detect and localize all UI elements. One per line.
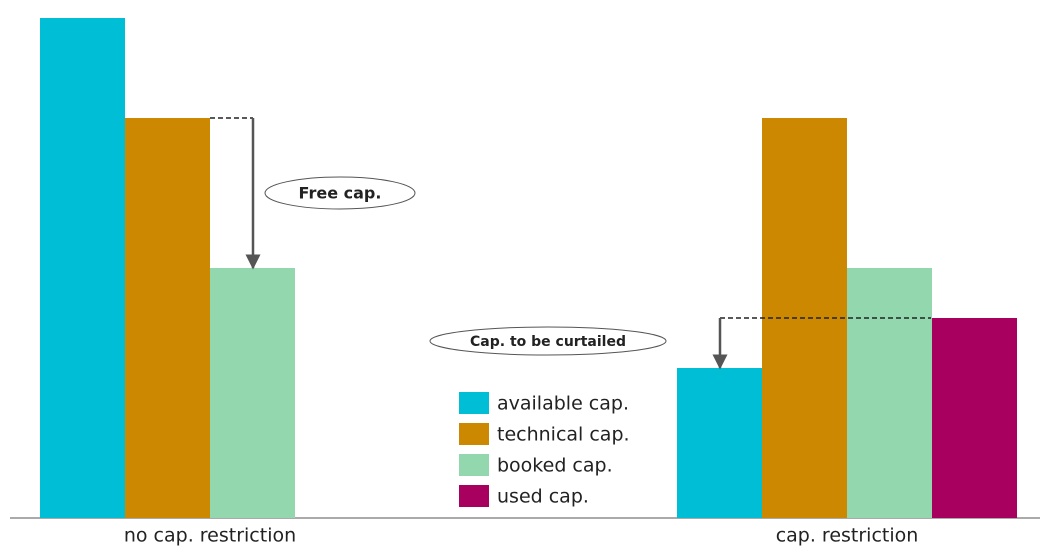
legend-label: booked cap. xyxy=(497,455,613,477)
legend-swatch xyxy=(459,423,489,445)
annotation: Cap. to be curtailed xyxy=(470,334,626,350)
legend-label: technical cap. xyxy=(497,424,630,446)
bar xyxy=(677,368,762,518)
legend-swatch xyxy=(459,454,489,476)
x-tick-label: no cap. restriction xyxy=(124,525,296,547)
legend-label: used cap. xyxy=(497,486,589,508)
annotation: Free cap. xyxy=(299,184,382,203)
bar xyxy=(125,118,210,518)
bar xyxy=(210,268,295,518)
bar xyxy=(847,268,932,518)
bar xyxy=(932,318,1017,518)
bar xyxy=(40,18,125,518)
legend-label: available cap. xyxy=(497,393,629,415)
legend-swatch xyxy=(459,485,489,507)
legend-swatch xyxy=(459,392,489,414)
annotation-ellipse xyxy=(429,326,667,356)
annotation-ellipse xyxy=(264,176,416,210)
x-tick-label: cap. restriction xyxy=(776,525,919,547)
